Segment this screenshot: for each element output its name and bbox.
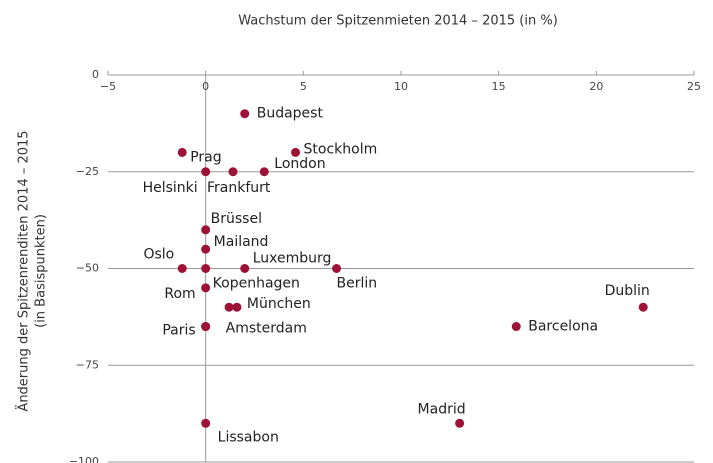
point: [511, 322, 521, 332]
point-label: Amsterdam: [226, 321, 307, 337]
y-tick-label: −75: [76, 358, 99, 371]
point-label: Budapest: [257, 106, 324, 122]
point-label: Brüssel: [211, 211, 262, 227]
point: [332, 264, 342, 273]
y-tick-label: −50: [76, 262, 99, 275]
point-label: Barcelona: [528, 319, 598, 335]
point: [455, 418, 465, 428]
point-label: Prag: [190, 149, 221, 165]
point-label: Paris: [162, 323, 195, 339]
point: [291, 147, 301, 157]
point: [638, 302, 648, 312]
point: [201, 244, 211, 254]
point-label: München: [247, 296, 311, 312]
point: [201, 167, 211, 177]
y-tick-label: 0: [92, 68, 99, 81]
point: [201, 264, 211, 273]
y-tick-label: −25: [76, 165, 99, 178]
point: [177, 264, 187, 273]
point-label: Berlin: [337, 276, 378, 292]
y-tick-label: −100: [69, 455, 99, 463]
point-label: Oslo: [143, 247, 174, 263]
x-tick-label: 0: [202, 80, 209, 93]
point-label: Frankfurt: [207, 180, 271, 196]
point-label: Rom: [164, 286, 195, 302]
point-label: Stockholm: [304, 141, 378, 157]
point-label: Dublin: [605, 283, 650, 299]
point: [259, 167, 269, 177]
point-label: Helsinki: [143, 180, 198, 196]
point-label: Lissabon: [218, 429, 279, 445]
x-tick-label: 15: [492, 80, 506, 93]
point-label: London: [274, 156, 325, 172]
x-tick-label: 10: [394, 80, 408, 93]
point: [232, 302, 242, 312]
point: [201, 225, 211, 235]
x-tick-label: 20: [589, 80, 603, 93]
y-axis-label: Änderung der Spitzenrenditen 2014 – 2015: [16, 130, 32, 411]
point: [240, 264, 250, 273]
point: [201, 322, 211, 332]
point-label: Mailand: [214, 234, 269, 250]
point: [201, 283, 211, 293]
point-label: Kopenhagen: [213, 276, 300, 292]
x-tick-label: −5: [100, 80, 116, 93]
point: [228, 167, 238, 177]
point-label: Luxemburg: [253, 251, 332, 267]
point: [224, 302, 234, 312]
point: [240, 109, 250, 119]
y-axis-label: (in Basispunkten): [34, 214, 49, 328]
x-tick-label: 5: [300, 80, 307, 93]
point: [201, 418, 211, 428]
point: [177, 147, 187, 157]
chart-title: Wachstum der Spitzenmieten 2014 – 2015 (…: [238, 14, 558, 29]
x-tick-label: 25: [687, 80, 701, 93]
point-label: Madrid: [418, 401, 466, 417]
